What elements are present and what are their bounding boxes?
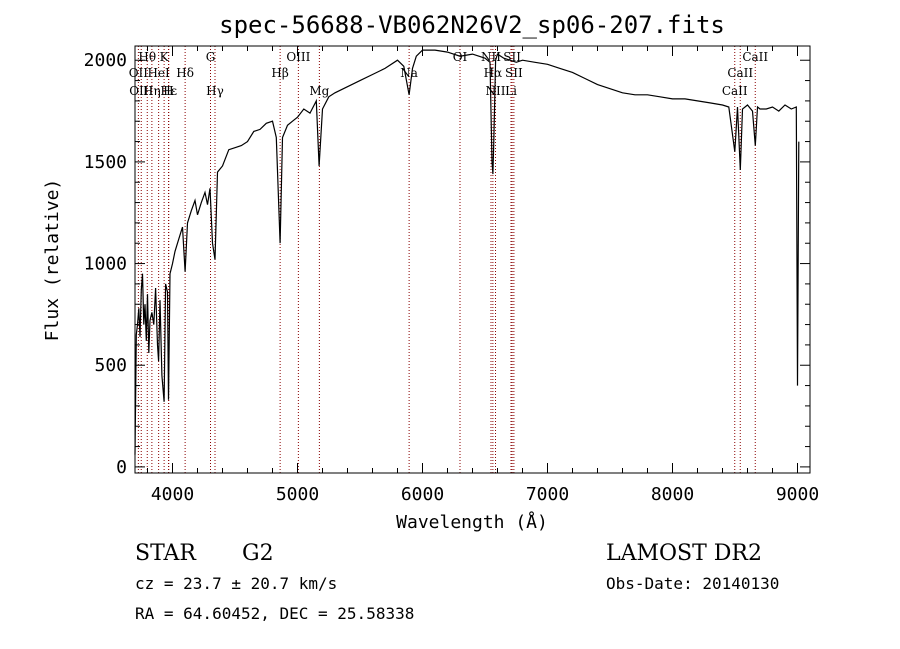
spectral-line-label: CaII <box>722 84 748 98</box>
spectral-line-label: Hη <box>143 84 161 98</box>
spectral-line-label: H <box>163 84 173 98</box>
survey-name: LAMOST DR2 <box>606 541 762 566</box>
spectral-line-label: OIII <box>129 84 153 98</box>
spectral-line-label: HeI <box>147 66 170 80</box>
object-class: STAR <box>135 541 197 566</box>
spectral-line-markers <box>137 46 756 473</box>
x-axis-label: Wavelength (Å) <box>396 511 548 533</box>
spectral-line-label: CaII <box>727 66 753 80</box>
spectral-line-label: OII <box>129 66 149 80</box>
plot-frame <box>134 45 811 474</box>
x-tick-label: 7000 <box>526 484 569 505</box>
y-axis: 0 500 1000 1500 2000 <box>84 50 810 478</box>
spectral-line-label: Hθ <box>138 50 156 64</box>
spectral-line-label: Hγ <box>206 84 224 98</box>
spectral-line-label: G <box>206 50 216 64</box>
spectral-line-label: Hδ <box>176 66 194 80</box>
chart-title: spec-56688-VB062N26V2_sp06-207.fits <box>219 11 725 39</box>
y-tick-label: 1500 <box>84 152 127 173</box>
spectral-line-label: SII <box>505 66 523 80</box>
y-tick-label: 500 <box>94 355 127 376</box>
x-tick-label: 8000 <box>651 484 694 505</box>
spectral-line-label: OIII <box>286 50 310 64</box>
x-tick-label: 6000 <box>401 484 444 505</box>
coordinates: RA = 64.60452, DEC = 25.58338 <box>135 604 414 623</box>
x-axis: 4000 5000 6000 7000 8000 9000 <box>147 46 819 505</box>
obs-date: Obs-Date: 20140130 <box>606 574 779 593</box>
y-tick-label: 2000 <box>84 50 127 71</box>
spectral-line-label: NII <box>481 50 501 64</box>
spectral-line-label: NII <box>486 84 506 98</box>
y-axis-label: Flux (relative) <box>42 179 63 342</box>
x-tick-label: 9000 <box>776 484 819 505</box>
spectral-line-label: SII <box>503 50 521 64</box>
object-subclass: G2 <box>242 541 274 566</box>
spectral-line-label: K <box>160 50 170 64</box>
spectral-line-label: OI <box>453 50 468 64</box>
spectral-line-label: Hβ <box>271 66 288 80</box>
y-tick-label: 0 <box>116 457 127 478</box>
x-tick-label: 5000 <box>276 484 319 505</box>
spectral-line-label: Mg <box>309 84 329 98</box>
x-tick-label: 4000 <box>151 484 194 505</box>
redshift-info: cz = 23.7 ± 20.7 km/s <box>135 574 337 593</box>
spectral-line-label: Hε <box>160 84 177 98</box>
spectral-line-label: Hα <box>484 66 503 80</box>
y-tick-label: 1000 <box>84 254 127 275</box>
spectrum-series-line <box>134 49 800 455</box>
spectral-line-label: Na <box>400 66 418 80</box>
spectral-line-label: Li <box>505 84 517 98</box>
spectral-line-label: CaII <box>742 50 768 64</box>
